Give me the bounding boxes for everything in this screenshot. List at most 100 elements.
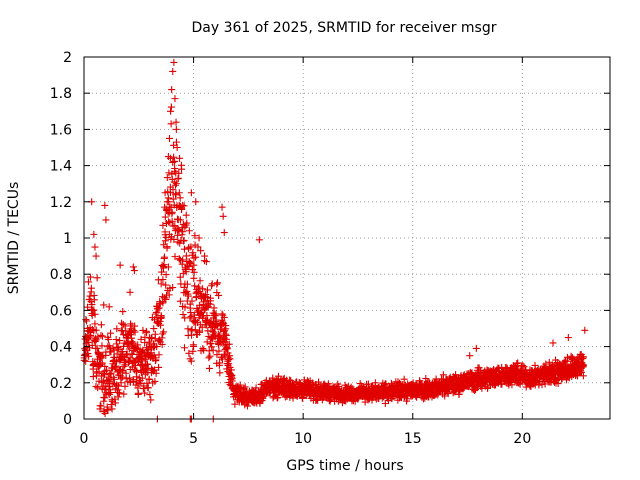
data-point <box>203 286 211 294</box>
data-point <box>126 288 134 296</box>
data-point <box>162 205 170 213</box>
data-point <box>195 234 203 242</box>
data-point <box>183 280 191 288</box>
data-point <box>194 283 202 291</box>
data-point <box>202 258 210 266</box>
data-point <box>187 243 195 251</box>
data-point <box>129 263 137 271</box>
data-point <box>286 376 294 384</box>
data-point <box>186 314 194 322</box>
data-point <box>113 325 121 333</box>
data-point <box>172 125 180 133</box>
data-point <box>519 361 527 369</box>
data-point <box>171 167 179 175</box>
data-point <box>159 221 167 229</box>
data-point <box>167 120 175 128</box>
data-point <box>574 372 582 380</box>
data-point <box>98 342 106 350</box>
data-point <box>152 369 160 377</box>
data-point <box>84 303 92 311</box>
data-point <box>165 134 173 142</box>
y-tick-label: 1.4 <box>50 159 72 175</box>
data-point <box>197 247 205 255</box>
data-point <box>175 255 183 263</box>
data-point <box>324 380 332 388</box>
data-point <box>170 153 178 161</box>
y-tick-label: 0.6 <box>50 303 72 319</box>
y-tick-labels: 0 0.2 0.4 0.6 0.8 1 1.2 1.4 1.6 1.8 2 <box>50 50 72 428</box>
data-point <box>109 380 117 388</box>
data-point <box>208 327 216 335</box>
data-point <box>144 364 152 372</box>
data-point <box>190 318 198 326</box>
data-point <box>472 344 480 352</box>
data-point <box>134 344 142 352</box>
data-point <box>218 310 226 318</box>
data-point <box>180 236 188 244</box>
data-point <box>85 352 93 360</box>
data-point <box>180 283 188 291</box>
data-point <box>180 344 188 352</box>
data-point <box>97 331 105 339</box>
data-point <box>185 349 193 357</box>
data-point <box>127 325 135 333</box>
data-point <box>178 165 186 173</box>
data-point <box>218 203 226 211</box>
data-point <box>144 384 152 392</box>
x-tick-label: 20 <box>513 431 531 447</box>
data-point <box>189 249 197 257</box>
data-point <box>273 394 281 402</box>
y-tick-label: 1.2 <box>50 195 72 211</box>
data-point <box>206 294 214 302</box>
data-point <box>225 340 233 348</box>
data-point <box>549 339 557 347</box>
data-point <box>152 308 160 316</box>
data-point <box>174 174 182 182</box>
y-tick-label: 1 <box>63 231 72 247</box>
data-point <box>146 391 154 399</box>
data-point <box>190 254 198 262</box>
data-point <box>182 268 190 276</box>
x-tick-label: 5 <box>189 431 198 447</box>
data-point <box>138 374 146 382</box>
data-point <box>200 346 208 354</box>
data-point <box>564 334 572 342</box>
data-point <box>118 319 126 327</box>
data-point <box>208 343 216 351</box>
data-point <box>172 118 180 126</box>
data-point <box>201 252 209 260</box>
data-point <box>157 313 165 321</box>
y-axis-label: SRMTID / TECUs <box>6 182 22 295</box>
data-point <box>113 350 121 358</box>
data-point <box>471 387 479 395</box>
x-tick-labels: 0 5 10 15 20 <box>80 431 532 447</box>
data-point <box>155 351 163 359</box>
data-point <box>151 335 159 343</box>
plot-frame <box>83 56 611 420</box>
data-point <box>161 237 169 245</box>
data-point <box>183 219 191 227</box>
data-point <box>190 274 198 282</box>
data-point <box>164 153 172 161</box>
data-point <box>130 267 138 275</box>
data-point <box>579 355 587 363</box>
data-point <box>117 379 125 387</box>
data-point <box>274 393 282 401</box>
data-point <box>220 229 228 237</box>
data-point <box>207 340 215 348</box>
data-point <box>295 378 303 386</box>
data-point <box>158 334 166 342</box>
data-point <box>167 103 175 111</box>
data-point <box>167 107 175 115</box>
data-point <box>214 279 222 287</box>
data-point <box>170 235 178 243</box>
data-point <box>210 304 218 312</box>
data-point <box>158 268 166 276</box>
data-point <box>165 291 173 299</box>
data-point <box>196 277 204 285</box>
data-point <box>382 380 390 388</box>
data-point <box>179 310 187 318</box>
data-point <box>222 330 230 338</box>
data-point <box>409 379 417 387</box>
data-point <box>90 230 98 238</box>
